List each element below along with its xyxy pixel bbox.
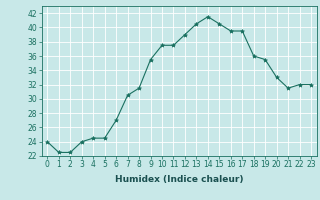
X-axis label: Humidex (Indice chaleur): Humidex (Indice chaleur) [115,175,244,184]
